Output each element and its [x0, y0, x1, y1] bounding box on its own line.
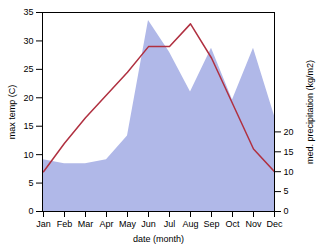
svg-text:35: 35 [23, 7, 33, 17]
svg-text:0: 0 [284, 206, 289, 216]
svg-text:Aug: Aug [182, 219, 198, 229]
svg-text:max temp (C): max temp (C) [7, 85, 17, 140]
svg-text:May: May [119, 219, 137, 229]
svg-text:Jul: Jul [164, 219, 176, 229]
svg-text:5: 5 [28, 178, 33, 188]
svg-text:30: 30 [23, 36, 33, 46]
svg-text:Jan: Jan [36, 219, 51, 229]
svg-text:5: 5 [284, 186, 289, 196]
svg-text:Apr: Apr [99, 219, 113, 229]
svg-text:Feb: Feb [57, 219, 73, 229]
svg-text:10: 10 [284, 167, 294, 177]
svg-text:Jun: Jun [141, 219, 156, 229]
svg-text:20: 20 [23, 93, 33, 103]
svg-text:10: 10 [23, 150, 33, 160]
svg-text:15: 15 [284, 147, 294, 157]
svg-text:15: 15 [23, 121, 33, 131]
svg-text:Nov: Nov [245, 219, 262, 229]
svg-text:0: 0 [28, 206, 33, 216]
svg-text:date (month): date (month) [133, 234, 184, 244]
svg-text:20: 20 [284, 127, 294, 137]
svg-text:Sep: Sep [203, 219, 219, 229]
svg-text:Dec: Dec [266, 219, 283, 229]
svg-text:25: 25 [23, 64, 33, 74]
svg-text:med. precipitation (kg/m2): med. precipitation (kg/m2) [305, 60, 315, 164]
svg-text:Mar: Mar [78, 219, 94, 229]
svg-text:Oct: Oct [225, 219, 240, 229]
